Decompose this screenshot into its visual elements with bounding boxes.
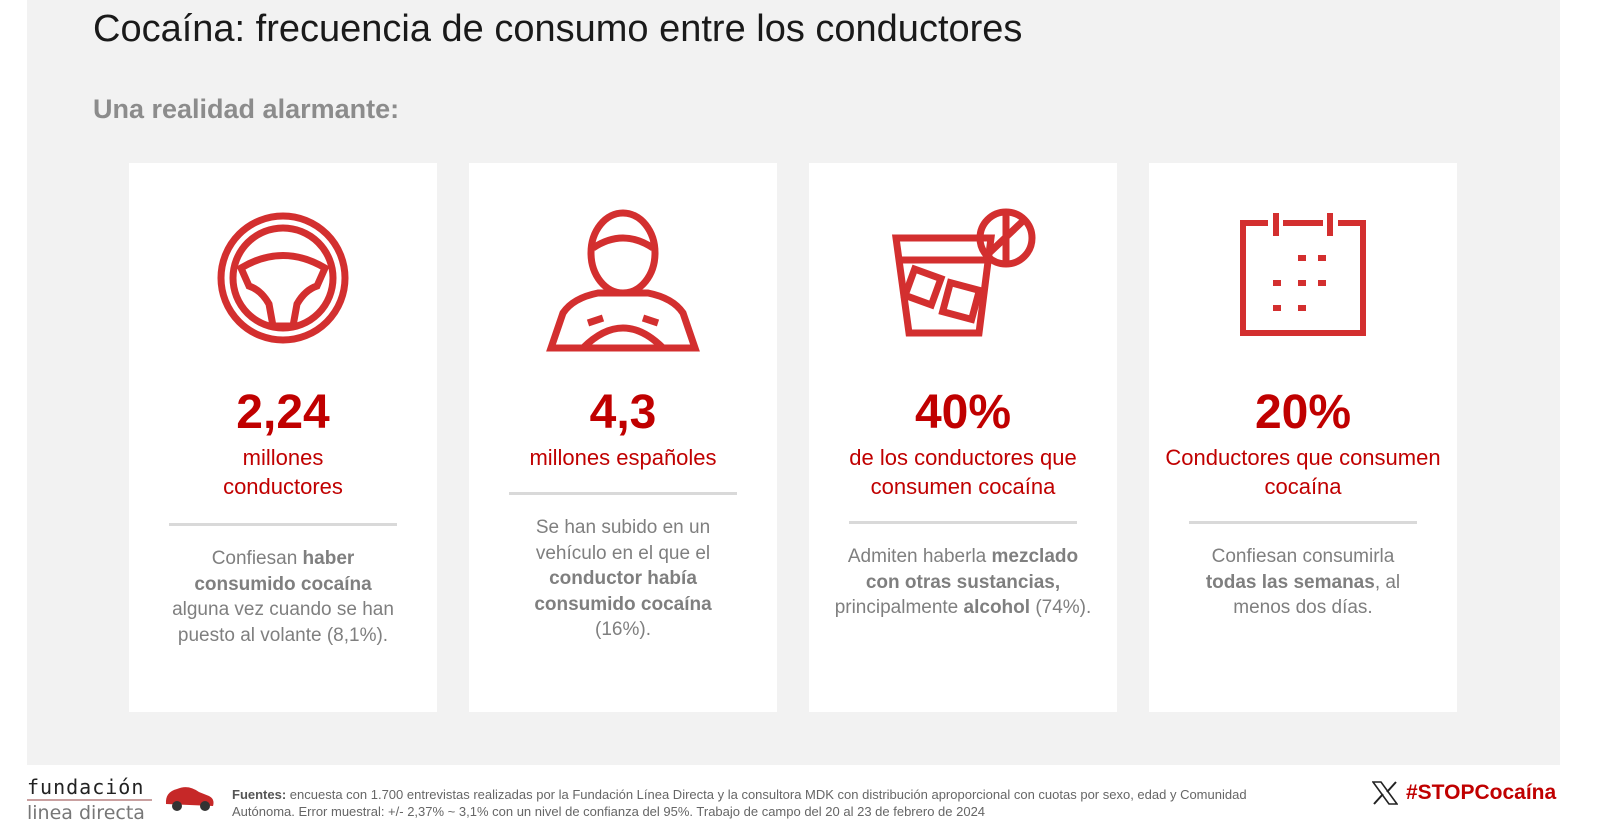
desc-emphasis: alcohol <box>963 597 1031 618</box>
desc-text: principalmente <box>834 597 964 618</box>
stat-description: Admiten haberla mezclado con otras susta… <box>829 544 1097 621</box>
sources-note: Fuentes: encuesta con 1.700 entrevistas … <box>232 786 1262 820</box>
desc-text: , al menos dos días. <box>1233 571 1401 619</box>
divider <box>849 521 1077 524</box>
car-logo-icon <box>163 782 218 817</box>
desc-text: Admiten haberla <box>847 546 992 567</box>
stat-unit: de los conductores que consumen cocaína <box>849 445 1077 499</box>
calendar-icon <box>1149 208 1457 358</box>
divider <box>169 523 397 526</box>
logo-line1: fundación <box>27 775 152 801</box>
stat-description: Se han subido en un vehículo en el que e… <box>509 515 737 643</box>
sources-label: Fuentes: <box>232 787 287 802</box>
stat-card-drivers: 2,24 millones conductores Confiesan habe… <box>129 163 437 712</box>
stat-number: 40% <box>914 386 1012 439</box>
driver-icon <box>469 208 777 358</box>
stat-card-spaniards: 4,3 millones españoles Se han subido en … <box>469 163 777 712</box>
stat-card-weekly: 20% Conductores que consumen cocaína Con… <box>1149 163 1457 712</box>
x-logo-icon <box>1372 781 1398 805</box>
desc-emphasis: todas las semanas <box>1205 571 1375 593</box>
desc-text: Confiesan <box>211 548 303 569</box>
sources-text: encuesta con 1.700 entrevistas realizada… <box>232 787 1247 819</box>
stat-description: Confiesan consumirla todas las semanas, … <box>1184 544 1422 621</box>
desc-text: Se han subido en un vehículo en el que e… <box>535 517 711 564</box>
stat-description: Confiesan haber consumido cocaína alguna… <box>169 546 397 648</box>
desc-emphasis: mezclado con otras sustancias, <box>865 546 1079 593</box>
steering-wheel-icon <box>129 208 437 358</box>
desc-emphasis: haber consumido cocaína <box>194 548 372 595</box>
stat-unit: millones conductores <box>223 445 343 499</box>
stat-card-mixing: 40% de los conductores que consumen coca… <box>809 163 1117 712</box>
stat-unit: millones españoles <box>529 445 717 470</box>
page-title: Cocaína: frecuencia de consumo entre los… <box>93 8 1023 50</box>
divider <box>509 492 737 495</box>
logo-line2: linea directa <box>27 802 145 824</box>
drink-glass-icon <box>809 208 1117 358</box>
subtitle: Una realidad alarmante: <box>93 94 400 124</box>
desc-text: alguna vez cuando se han puesto al volan… <box>172 599 394 646</box>
hashtag-text: #STOPCocaína <box>1406 781 1557 804</box>
desc-text: (74%). <box>1030 597 1092 618</box>
stat-unit: Conductores que consumen cocaína <box>1165 445 1441 499</box>
stat-number: 4,3 <box>589 386 657 439</box>
desc-text: Confiesan consumirla <box>1211 546 1395 567</box>
desc-text: (16%). <box>595 619 651 640</box>
stat-number: 20% <box>1254 386 1352 439</box>
desc-emphasis: conductor había consumido cocaína <box>534 568 712 615</box>
stat-number: 2,24 <box>236 386 330 439</box>
fundacion-linea-directa-logo: fundación linea directa <box>27 775 152 825</box>
hashtag: #STOPCocaína <box>1372 781 1556 805</box>
divider <box>1189 521 1417 524</box>
